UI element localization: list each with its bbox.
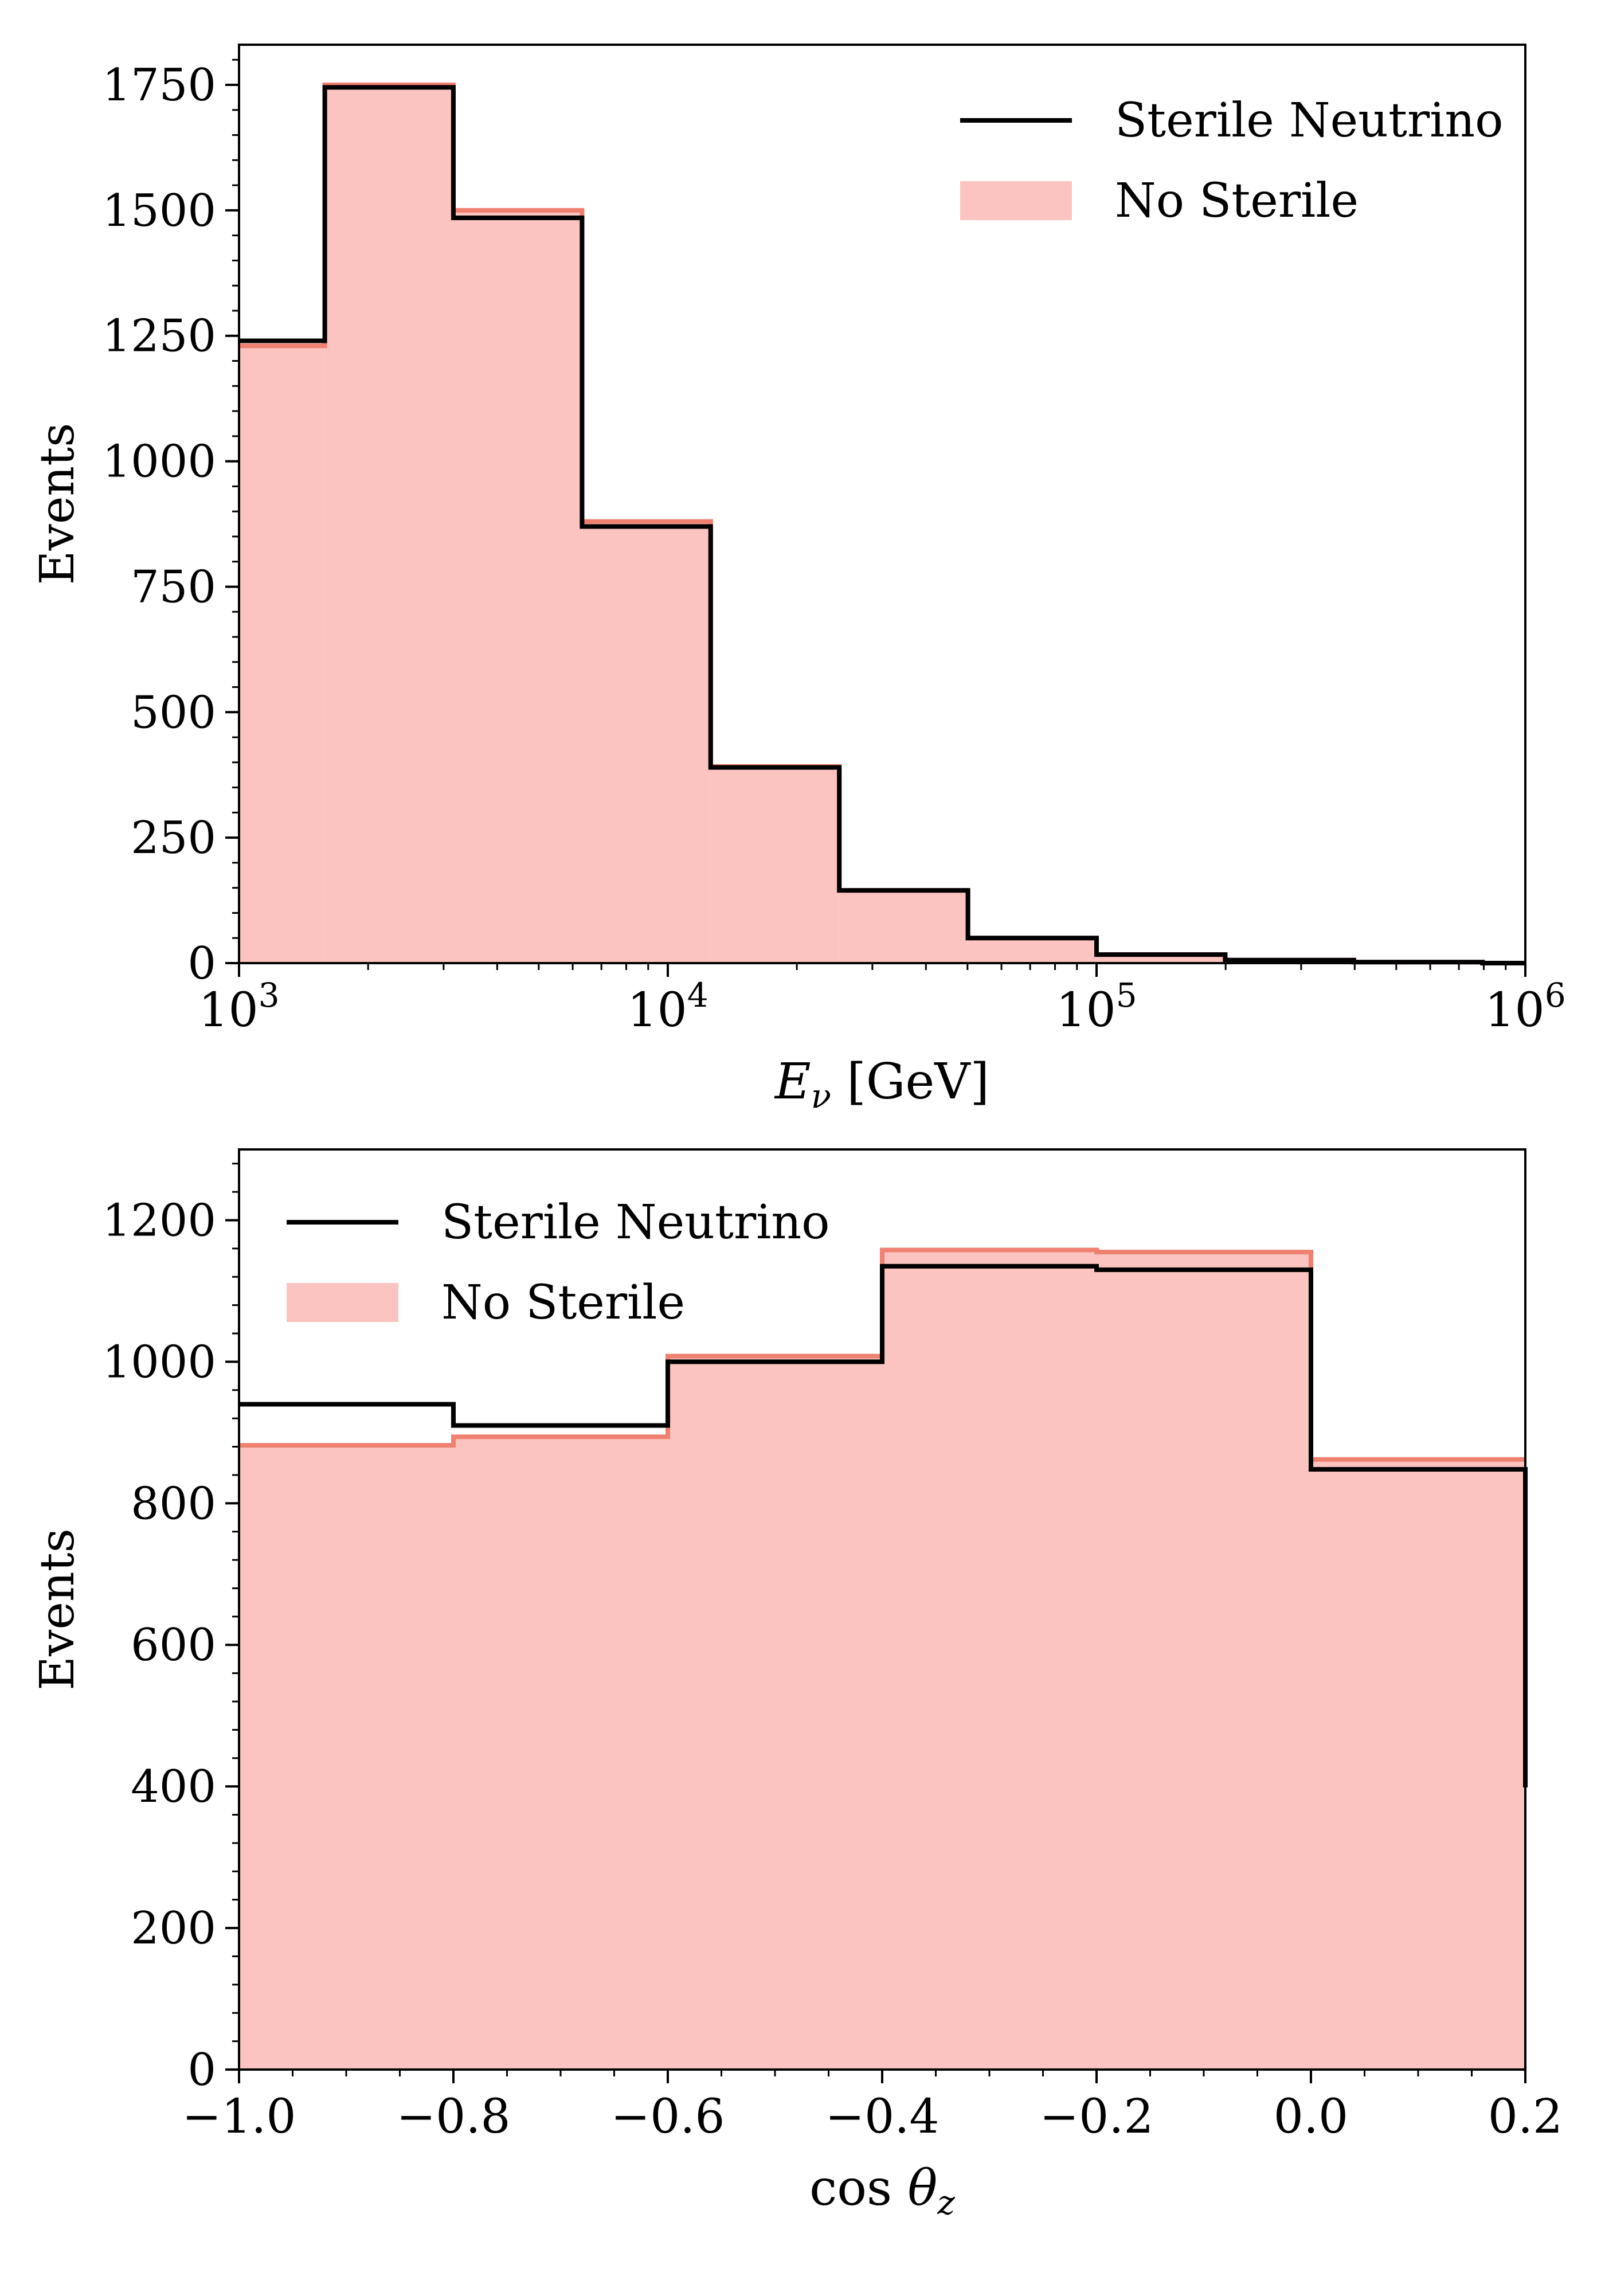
x-tick-exponent: 4 bbox=[687, 976, 708, 1015]
no-sterile-bar-6 bbox=[968, 938, 1097, 963]
x-axis-label-subscript: z bbox=[937, 2183, 955, 2222]
y-tick-label: 200 bbox=[131, 1903, 216, 1954]
y-tick-label: 250 bbox=[131, 812, 216, 864]
y-tick-label: 1000 bbox=[102, 1336, 216, 1388]
no-sterile-bar-4 bbox=[1097, 1252, 1311, 2070]
x-tick-label: 0.0 bbox=[1274, 2090, 1348, 2144]
x-tick-exponent: 3 bbox=[259, 976, 280, 1015]
y-tick-label: 800 bbox=[131, 1478, 216, 1530]
x-tick-label: −0.2 bbox=[1039, 2090, 1153, 2144]
x-tick-base: 10 bbox=[1485, 983, 1544, 1038]
x-tick-base: 10 bbox=[198, 983, 258, 1038]
sterile-neutrino-step-line bbox=[239, 85, 1525, 965]
x-axis-label: cos θz bbox=[809, 2160, 955, 2222]
x-tick-label: 104 bbox=[627, 976, 708, 1038]
no-sterile-bar-1 bbox=[453, 1437, 668, 2070]
no-sterile-bar-2 bbox=[668, 1356, 882, 2070]
y-tick-label: 600 bbox=[131, 1620, 216, 1671]
x-tick-label: −0.4 bbox=[825, 2090, 939, 2144]
x-axis-label-subscript: ν bbox=[811, 1077, 831, 1116]
y-tick-label: 1250 bbox=[102, 311, 216, 362]
x-tick-exponent: 6 bbox=[1545, 976, 1566, 1015]
y-tick-label: 1000 bbox=[102, 436, 216, 488]
legend-no-sterile-swatch bbox=[287, 1283, 398, 1322]
x-axis-label-unit: [GeV] bbox=[831, 1053, 989, 1110]
x-tick-base: 10 bbox=[1056, 983, 1115, 1038]
no-sterile-bar-2 bbox=[453, 210, 582, 963]
no-sterile-bar-5 bbox=[839, 890, 968, 963]
x-tick-label: −1.0 bbox=[182, 2090, 296, 2144]
no-sterile-bar-5 bbox=[1311, 1459, 1525, 2070]
no-sterile-bar-4 bbox=[710, 766, 840, 963]
axes-frame bbox=[238, 44, 1526, 964]
no-sterile-bar-3 bbox=[582, 521, 711, 963]
y-tick-label: 0 bbox=[187, 938, 216, 989]
x-tick-label: 105 bbox=[1056, 976, 1137, 1038]
x-axis-label-prefix: cos bbox=[809, 2160, 907, 2217]
x-tick-label: 0.2 bbox=[1488, 2090, 1563, 2144]
y-tick-label: 500 bbox=[131, 687, 216, 738]
x-axis-label-symbol: E bbox=[774, 1053, 811, 1110]
legend-sterile-label: Sterile Neutrino bbox=[441, 1195, 830, 1250]
y-axis-label: Events bbox=[30, 423, 85, 585]
no-sterile-bar-0 bbox=[239, 346, 325, 964]
x-tick-label: 103 bbox=[198, 976, 279, 1038]
y-tick-label: 1500 bbox=[102, 185, 216, 237]
sterile-neutrino-step-line bbox=[239, 1264, 1528, 1787]
zenith-histogram-panel: 0 200 400 600 800 1000 1200 −1.0 −0.8 −0.6 −0.4 −0.… bbox=[30, 1148, 1563, 2222]
x-tick-label: −0.8 bbox=[396, 2090, 510, 2144]
y-tick-label: 750 bbox=[131, 561, 216, 613]
y-tick-label: 1750 bbox=[102, 60, 216, 111]
y-axis-label: Events bbox=[30, 1528, 85, 1691]
x-axis-label: Eν [GeV] bbox=[774, 1053, 989, 1116]
legend-no-sterile-label: No Sterile bbox=[441, 1276, 685, 1330]
legend-sterile-label: Sterile Neutrino bbox=[1115, 93, 1504, 148]
y-tick-label: 0 bbox=[187, 2044, 216, 2096]
y-tick-label: 400 bbox=[131, 1761, 216, 1813]
no-sterile-bar-3 bbox=[882, 1250, 1097, 2070]
x-tick-exponent: 5 bbox=[1116, 976, 1137, 1015]
x-tick-label: −0.6 bbox=[610, 2090, 725, 2144]
legend-no-sterile-label: No Sterile bbox=[1115, 174, 1359, 228]
x-tick-base: 10 bbox=[627, 983, 687, 1038]
no-sterile-bar-1 bbox=[324, 85, 453, 963]
x-axis-label-symbol: θ bbox=[908, 2160, 938, 2217]
no-sterile-bar-0 bbox=[239, 1445, 453, 2070]
y-tick-label: 1200 bbox=[102, 1195, 216, 1246]
legend-no-sterile-swatch bbox=[960, 181, 1072, 220]
x-tick-label: 106 bbox=[1485, 976, 1565, 1038]
